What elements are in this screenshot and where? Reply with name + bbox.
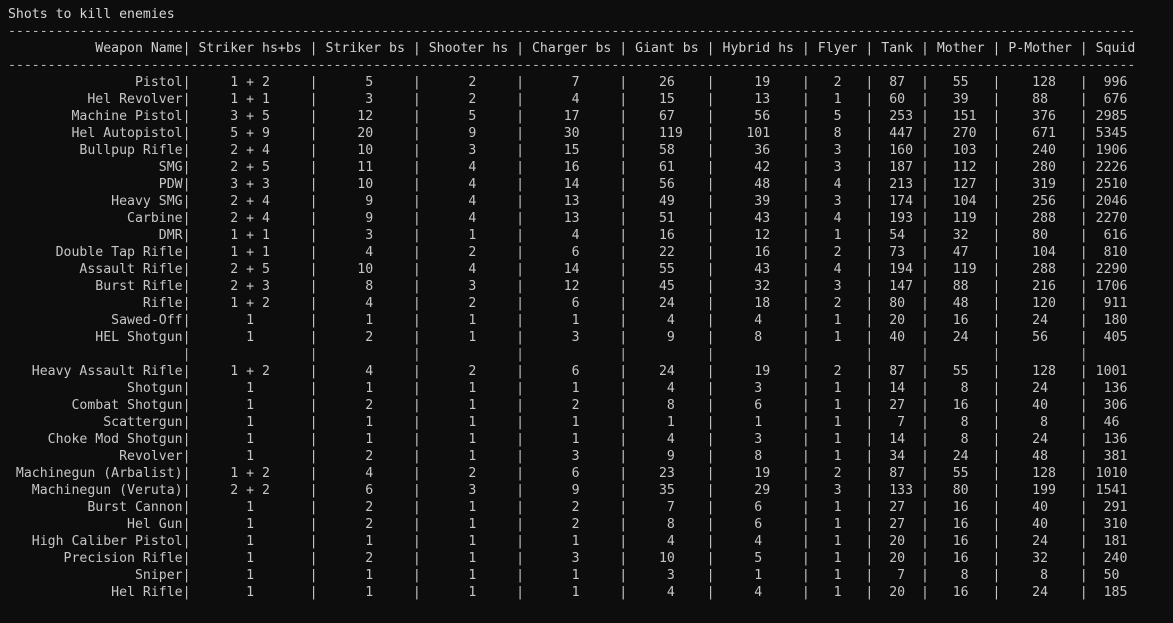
table-title: Shots to kill enemies: [7, 7, 175, 22]
table-spacer-row: | | | | | | | | | | |: [182, 347, 1088, 362]
table-row: Assault Rifle| 2 + 5 | 10 | 4 | 14 | 55 …: [79, 262, 1128, 277]
table-row: Carbine| 2 + 4 | 9 | 4 | 13 | 51 | 43 | …: [127, 211, 1128, 226]
rule-top: ----------------------------------------…: [7, 24, 1136, 39]
table-row: Sniper| 1 | 1 | 1 | 1 | 3 | 1 | 1 | 7 | …: [134, 568, 1120, 583]
table-row: Bullpup Rifle| 2 + 4 | 10 | 3 | 15 | 58 …: [79, 143, 1128, 158]
table-row: Heavy Assault Rifle| 1 + 2 | 4 | 2 | 6 |…: [31, 364, 1128, 379]
console-output: Shots to kill enemies ------------------…: [0, 6, 1173, 601]
table-row: PDW| 3 + 3 | 10 | 4 | 14 | 56 | 48 | 4 |…: [158, 177, 1128, 192]
table-row: Hel Rifle| 1 | 1 | 1 | 1 | 4 | 4 | 1 | 2…: [111, 585, 1128, 600]
table-row: Precision Rifle| 1 | 2 | 1 | 3 | 10 | 5 …: [63, 551, 1128, 566]
table-row: Pistol| 1 + 2 | 5 | 2 | 7 | 26 | 19 | 2 …: [134, 75, 1128, 90]
table-row: Hel Gun| 1 | 2 | 1 | 2 | 8 | 6 | 1 | 27 …: [127, 517, 1128, 532]
table-row: Revolver| 1 | 2 | 1 | 3 | 9 | 8 | 1 | 34…: [119, 449, 1128, 464]
rule-under-header: ----------------------------------------…: [7, 58, 1136, 73]
table-row: Machinegun (Veruta)| 2 + 2 | 6 | 3 | 9 |…: [31, 483, 1128, 498]
table-row: Shotgun| 1 | 1 | 1 | 1 | 4 | 3 | 1 | 14 …: [127, 381, 1128, 396]
table-row: SMG| 2 + 5 | 11 | 4 | 16 | 61 | 42 | 3 |…: [158, 160, 1128, 175]
table-row: Heavy SMG| 2 + 4 | 9 | 4 | 13 | 49 | 39 …: [111, 194, 1128, 209]
table-row: Sawed-Off| 1 | 1 | 1 | 1 | 4 | 4 | 1 | 2…: [111, 313, 1128, 328]
table-row: Machinegun (Arbalist)| 1 + 2 | 4 | 2 | 6…: [15, 466, 1128, 481]
table-row: Hel Autopistol| 5 + 9 | 20 | 9 | 30 | 11…: [71, 126, 1128, 141]
table-row: High Caliber Pistol| 1 | 1 | 1 | 1 | 4 |…: [31, 534, 1128, 549]
table-row: Burst Cannon| 1 | 2 | 1 | 2 | 7 | 6 | 1 …: [87, 500, 1128, 515]
table-row: Rifle| 1 + 2 | 4 | 2 | 6 | 24 | 18 | 2 |…: [142, 296, 1128, 311]
table-row: Machine Pistol| 3 + 5 | 12 | 5 | 17 | 67…: [71, 109, 1128, 124]
table-row: DMR| 1 + 1 | 3 | 1 | 4 | 16 | 12 | 1 | 5…: [158, 228, 1128, 243]
table-row: Choke Mod Shotgun| 1 | 1 | 1 | 1 | 4 | 3…: [47, 432, 1128, 447]
table-row: Combat Shotgun| 1 | 2 | 1 | 2 | 8 | 6 | …: [71, 398, 1128, 413]
table-row: Hel Revolver| 1 + 1 | 3 | 2 | 4 | 15 | 1…: [87, 92, 1128, 107]
table-row: Burst Rifle| 2 + 3 | 8 | 3 | 12 | 45 | 3…: [95, 279, 1128, 294]
table-row: Double Tap Rifle| 1 + 1 | 4 | 2 | 6 | 22…: [55, 245, 1128, 260]
table-row: HEL Shotgun| 1 | 2 | 1 | 3 | 9 | 8 | 1 |…: [95, 330, 1128, 345]
table-row: Scattergun| 1 | 1 | 1 | 1 | 1 | 1 | 1 | …: [103, 415, 1120, 430]
table-header-row: Weapon Name| Striker hs+bs | Striker bs …: [95, 41, 1136, 56]
